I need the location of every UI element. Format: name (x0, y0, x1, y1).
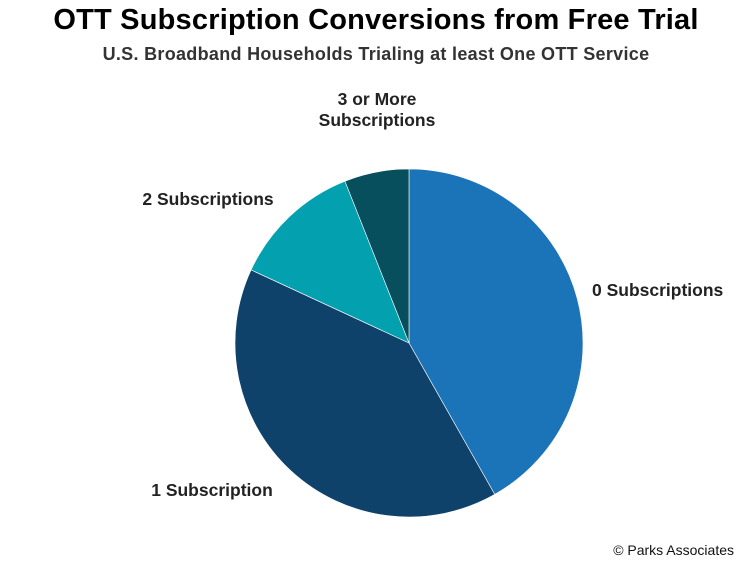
chart-subtitle: U.S. Broadband Households Trialing at le… (102, 44, 650, 64)
copyright-credit: © Parks Associates (613, 542, 734, 558)
slice-label-3: 3 or More Subscriptions (319, 89, 436, 130)
pie-slice-1 (234, 269, 496, 518)
slice-label-2: 2 Subscriptions (142, 189, 274, 209)
slice-label-1: 1 Subscription (151, 480, 273, 500)
slice-label-0: 0 Subscriptions (592, 280, 724, 300)
pie-slice-2 (250, 180, 410, 344)
pie-slice-0 (408, 168, 584, 495)
pie-slice-3 (344, 168, 410, 344)
chart-title: OTT Subscription Conversions from Free T… (53, 4, 699, 36)
